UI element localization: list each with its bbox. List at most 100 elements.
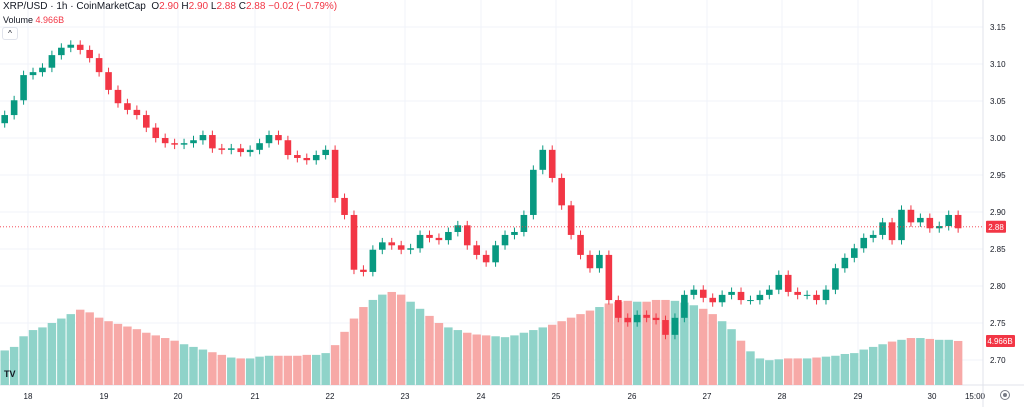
volume-bar <box>387 291 396 385</box>
settings-icon[interactable] <box>1000 390 1010 400</box>
volume-bar <box>227 357 236 385</box>
volume-bar <box>614 301 623 385</box>
x-tick-label: 29 <box>854 392 863 401</box>
candle-body <box>246 149 254 153</box>
volume-bar <box>38 327 47 385</box>
close-value: 2.88 <box>245 1 266 12</box>
volume-bar <box>651 299 661 385</box>
volume-bar <box>123 326 132 385</box>
candle-body <box>954 214 962 229</box>
volume-bar <box>557 321 566 385</box>
volume-bar <box>491 336 500 385</box>
high-value: 2.90 <box>188 1 209 12</box>
candle-body <box>539 149 547 170</box>
volume-bar <box>349 318 359 385</box>
volume-bar <box>680 302 689 385</box>
volume-bar <box>76 309 85 385</box>
candle-body <box>294 155 301 158</box>
volume-bar <box>368 299 378 385</box>
candle-body <box>898 209 905 241</box>
candle-body <box>530 169 537 215</box>
candle-body <box>284 140 292 156</box>
last-price-badge <box>986 220 1006 233</box>
volume-bar <box>217 354 227 385</box>
volume-bar <box>425 315 434 385</box>
candle-body <box>265 135 273 144</box>
candle-body <box>888 222 896 241</box>
candle-body <box>558 177 565 206</box>
candle-body <box>605 254 613 301</box>
volume-bar <box>481 335 491 385</box>
volume-bar <box>812 357 821 385</box>
volume-bar <box>821 356 831 385</box>
volume-bar <box>604 303 614 385</box>
volume-bar <box>774 359 783 385</box>
volume-bar <box>85 312 94 385</box>
candle-body <box>218 148 226 150</box>
volume-bar <box>897 339 906 385</box>
volume-bar <box>670 300 680 385</box>
candle-body <box>407 248 414 250</box>
candle-body <box>492 245 499 263</box>
candle-body <box>48 55 56 68</box>
candle-body <box>105 72 112 90</box>
candle-body <box>161 138 169 144</box>
volume-bar <box>66 314 75 385</box>
last-price-label: 2.88 <box>988 223 1004 232</box>
candle-body <box>341 197 348 215</box>
volume-bar <box>708 314 717 385</box>
low-value: 2.88 <box>216 1 236 12</box>
volume-bar <box>9 346 19 385</box>
volume-bar <box>340 331 349 385</box>
volume-bar <box>500 337 510 385</box>
volume-bar <box>236 358 245 385</box>
y-tick-label: 3.10 <box>990 60 1006 69</box>
chart-legend: XRP/USD · 1h · CoinMarketCap O2.90 H2.90… <box>3 1 338 12</box>
volume-bar <box>359 307 368 385</box>
candle-body <box>388 242 396 246</box>
candle-body <box>803 294 811 296</box>
tradingview-logo[interactable]: TV <box>4 369 16 379</box>
volume-bar <box>878 344 887 385</box>
candle-body <box>794 291 801 295</box>
last-volume-badge <box>986 335 1015 348</box>
volume-bar <box>47 322 57 385</box>
y-tick-label: 2.80 <box>990 282 1006 291</box>
volume-bar <box>755 358 765 385</box>
volume-bar <box>198 349 208 385</box>
volume-bar <box>104 321 113 385</box>
candle-body <box>822 289 830 301</box>
y-tick-label: 2.85 <box>990 245 1006 254</box>
collapse-legend-button[interactable]: ^ <box>2 27 18 40</box>
volume-bar <box>519 332 529 385</box>
x-tick-label: 19 <box>100 392 109 401</box>
volume-bar <box>434 322 444 385</box>
candle-body <box>303 157 311 161</box>
candle-body <box>520 214 528 232</box>
candle-body <box>331 149 339 198</box>
last-volume-label: 4.966B <box>987 337 1012 346</box>
candle-body <box>841 257 849 269</box>
candle-body <box>237 148 244 153</box>
volume-bar <box>274 355 283 385</box>
volume-bar <box>510 335 519 385</box>
volume-bar <box>321 353 330 385</box>
candle-body <box>747 300 754 302</box>
volume-bar <box>953 340 963 385</box>
candle-body <box>114 89 122 104</box>
y-tick-label: 2.90 <box>990 208 1006 217</box>
volume-bar <box>717 321 727 385</box>
candle-body <box>775 274 783 290</box>
volume-bar <box>463 332 472 385</box>
candle-body <box>577 234 584 255</box>
volume-bar <box>264 355 274 385</box>
candle-body <box>133 109 141 116</box>
volume-bar <box>689 305 699 385</box>
volume-bar <box>916 338 925 385</box>
volume-bar <box>538 327 547 385</box>
candle-body <box>454 225 462 232</box>
volume-bar <box>566 317 576 385</box>
candle-body <box>596 254 603 269</box>
candle-body <box>76 44 84 50</box>
